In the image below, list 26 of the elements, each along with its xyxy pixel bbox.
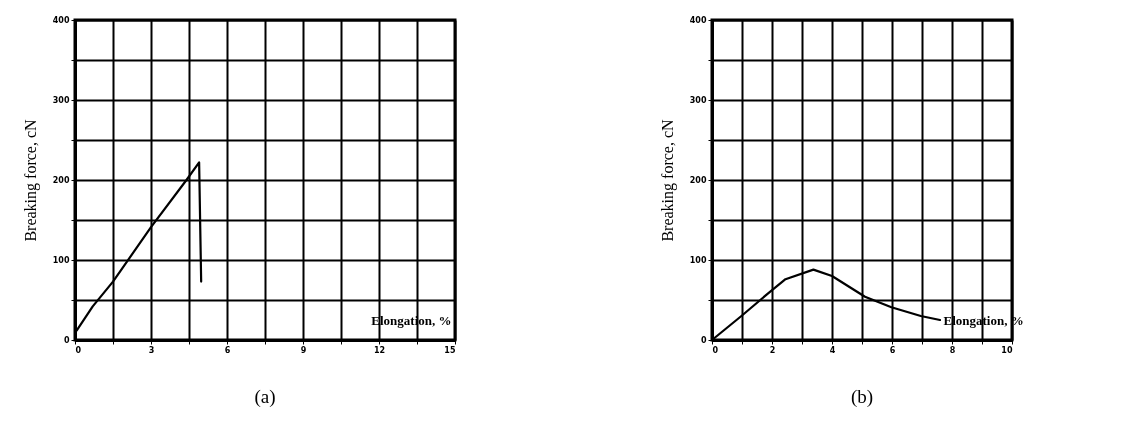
y-tick-label: 0 bbox=[63, 335, 70, 345]
x-tick-label: 2 bbox=[769, 345, 776, 355]
text: (a) bbox=[254, 386, 276, 408]
y-tick-label: 100 bbox=[689, 255, 707, 265]
x-tick-label: 0 bbox=[712, 345, 719, 355]
x-tick-label: 10 bbox=[1001, 345, 1013, 355]
x-tick-label: 0 bbox=[75, 345, 82, 355]
y-tick-label: 400 bbox=[52, 15, 70, 25]
y-tick-label: 0 bbox=[700, 335, 707, 345]
text: (b) bbox=[850, 386, 874, 408]
x-tick-label: 8 bbox=[949, 345, 956, 355]
x-tick-label: 4 bbox=[829, 345, 836, 355]
y-tick-label: 300 bbox=[52, 95, 70, 105]
x-tick-label: 15 bbox=[444, 345, 456, 355]
y-tick-label: 200 bbox=[52, 175, 70, 185]
y-tick-label: 100 bbox=[52, 255, 70, 265]
y-axis-title: Breaking force, cN bbox=[658, 118, 677, 242]
x-tick-label: 9 bbox=[300, 345, 307, 355]
y-tick-label: 200 bbox=[689, 175, 707, 185]
y-tick-label: 300 bbox=[689, 95, 707, 105]
x-tick-label: 3 bbox=[148, 345, 155, 355]
x-tick-label: 12 bbox=[373, 345, 386, 355]
y-tick-label: 400 bbox=[689, 15, 707, 25]
x-tick-label: 6 bbox=[224, 345, 231, 355]
x-tick-label: 6 bbox=[889, 345, 896, 355]
y-axis-title: Breaking force, cN bbox=[21, 118, 40, 242]
